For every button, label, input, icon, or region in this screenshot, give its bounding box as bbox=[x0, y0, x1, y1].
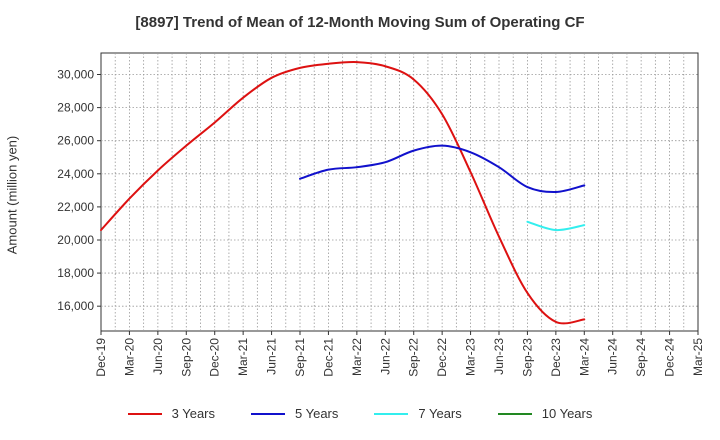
legend-label: 5 Years bbox=[295, 406, 339, 421]
y-tick-label: 26,000 bbox=[57, 134, 94, 148]
x-tick-label: Jun-21 bbox=[265, 338, 279, 375]
legend-swatch bbox=[251, 412, 285, 415]
legend-item-5-years: 5 Years bbox=[251, 406, 338, 421]
x-tick-label: Jun-23 bbox=[492, 338, 506, 375]
x-tick-label: Mar-23 bbox=[464, 338, 478, 376]
x-tick-label: Mar-25 bbox=[691, 338, 705, 376]
series-line-7-years bbox=[526, 220, 586, 232]
x-tick-label: Mar-21 bbox=[236, 338, 250, 376]
x-tick-label: Dec-20 bbox=[208, 338, 222, 377]
plot-frame bbox=[100, 52, 699, 332]
plot-area: 16,000 18,000 20,000 22,000 24,000 26,000 28,0… bbox=[57, 52, 705, 377]
x-tick-label: Sep-20 bbox=[179, 338, 193, 377]
y-tick-label: 18,000 bbox=[57, 266, 94, 280]
legend-label: 10 Years bbox=[541, 406, 593, 421]
y-tick-label: 20,000 bbox=[57, 233, 94, 247]
legend: 3 Years 5 Years 7 Years 10 Years bbox=[0, 406, 720, 421]
x-tick-label: Jun-22 bbox=[378, 338, 392, 375]
legend-label: 7 Years bbox=[418, 406, 462, 421]
x-tick-label: Dec-19 bbox=[94, 338, 108, 377]
x-tick-label: Jun-20 bbox=[151, 338, 165, 375]
y-tick-label: 24,000 bbox=[57, 167, 94, 181]
legend-item-3-years: 3 Years bbox=[127, 406, 215, 421]
x-tick-label: Mar-24 bbox=[577, 338, 591, 376]
x-tick-label: Sep-21 bbox=[293, 338, 307, 377]
x-tick-label: Dec-22 bbox=[435, 338, 449, 377]
axis-layer: 16,000 18,000 20,000 22,000 24,000 26,000 28,0… bbox=[57, 68, 705, 377]
y-tick-label: 30,000 bbox=[57, 68, 94, 82]
grid-layer bbox=[100, 52, 699, 332]
series-layer bbox=[100, 61, 586, 325]
legend-label: 3 Years bbox=[171, 406, 215, 421]
x-tick-label: Dec-23 bbox=[549, 338, 563, 377]
x-tick-label: Mar-20 bbox=[122, 338, 136, 376]
x-tick-label: Sep-24 bbox=[634, 338, 648, 377]
y-tick-label: 28,000 bbox=[57, 101, 94, 115]
x-tick-label: Dec-21 bbox=[321, 338, 335, 377]
x-tick-label: Jun-24 bbox=[606, 338, 620, 375]
y-tick-label: 16,000 bbox=[57, 299, 94, 313]
legend-swatch bbox=[127, 412, 162, 415]
x-tick-label: Mar-22 bbox=[350, 338, 364, 376]
x-tick-label: Sep-23 bbox=[520, 338, 534, 377]
x-tick-label: Sep-22 bbox=[407, 338, 421, 377]
y-tick-label: 22,000 bbox=[57, 200, 94, 214]
chart-title: [8897] Trend of Mean of 12-Month Moving … bbox=[135, 14, 585, 31]
series-line-5-years bbox=[299, 144, 586, 194]
legend-item-7-years: 7 Years bbox=[374, 406, 462, 421]
x-tick-label: Dec-24 bbox=[663, 338, 677, 377]
series-line-3-years bbox=[100, 61, 586, 325]
legend-item-10-years: 10 Years bbox=[497, 406, 593, 421]
legend-swatch bbox=[497, 412, 532, 415]
legend-swatch bbox=[374, 412, 409, 415]
